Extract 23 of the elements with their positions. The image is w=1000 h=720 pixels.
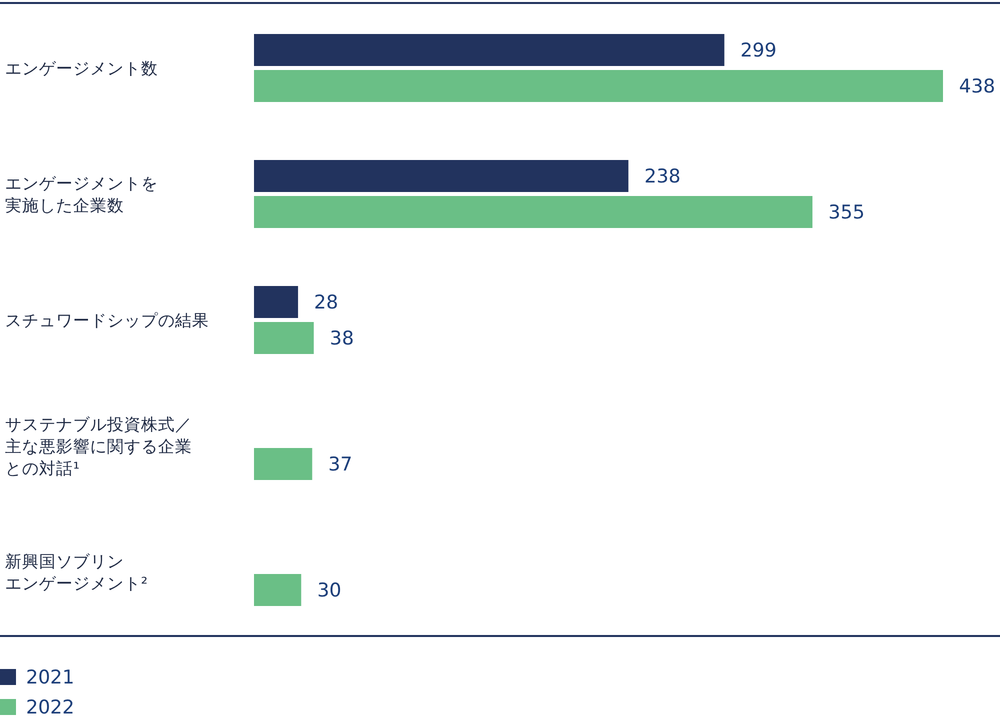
data-label: 355 [828,202,865,224]
y-tick-label: 新興国ソブリンエンゲージメント² [5,552,148,593]
legend-label: 2022 [26,696,74,719]
bar [254,448,312,480]
data-label: 30 [317,580,342,602]
data-label: 438 [959,76,996,98]
y-tick-label: スチュワードシップの結果 [5,310,209,330]
data-label: 37 [328,454,352,476]
bar [254,574,302,606]
bar [254,322,314,354]
y-tick-label: サステナブル投資株式／主な悪影響に関する企業との対話¹ [5,414,192,478]
data-label: 38 [330,328,354,350]
bar [254,160,628,192]
data-label: 299 [740,40,777,62]
bar [254,286,298,318]
data-label: 238 [644,166,681,188]
bar [254,196,812,228]
data-label: 28 [314,292,338,314]
bar [254,70,943,102]
y-tick-label: エンゲージメント数 [5,58,158,78]
y-tick-label: エンゲージメントを実施した企業数 [5,174,158,215]
bar [254,34,724,66]
legend-label: 2021 [26,666,74,689]
